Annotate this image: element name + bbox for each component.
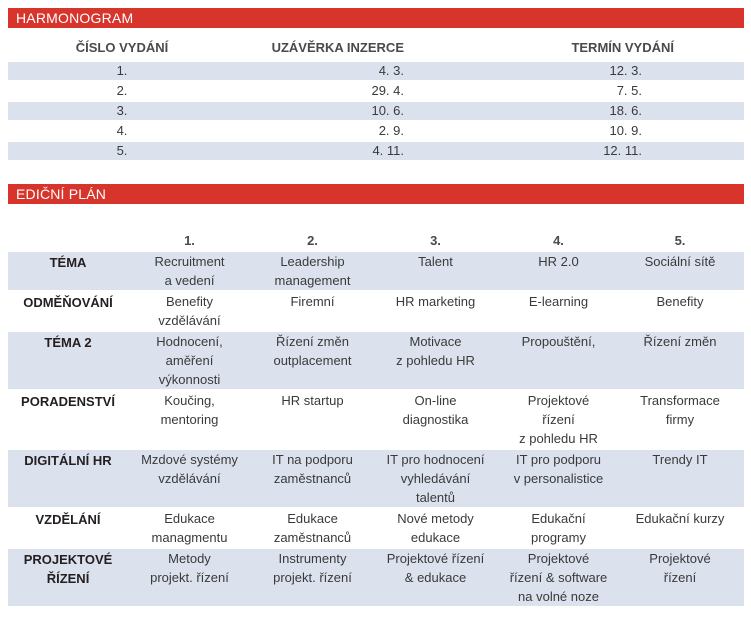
plan-cell: On-line diagnostika [402, 393, 469, 427]
cell-uzaverka: 4. 11. [372, 143, 404, 158]
plan-header-blank [8, 232, 128, 250]
plan-cell: Sociální sítě [644, 254, 716, 269]
cell-cislo: 4. [116, 123, 128, 138]
plan-cell: Edukační kurzy [635, 511, 725, 526]
plan-cell: Edukace managmentu [151, 511, 228, 545]
plan-row: TÉMA 2 Hodnocení, aměření výkonnosti Řízen… [8, 332, 744, 389]
plan-row-label: PROJEKTOVÉ ŘÍZENÍ [23, 552, 113, 586]
harmonogram-row: 1. 4. 3. 12. 3. [8, 62, 744, 80]
header-uzaverka-inzerce: UZÁVĚRKA INZERCE [271, 40, 404, 55]
plan-row-label: PORADENSTVÍ [21, 394, 115, 409]
plan-cell: HR startup [281, 393, 344, 408]
plan-cell: Edukační programy [531, 511, 586, 545]
harmonogram-row: 5. 4. 11. 12. 11. [8, 142, 744, 160]
plan-cell: Edukace zaměstnanců [273, 511, 352, 545]
plan-cell: Talent [418, 254, 453, 269]
harmonogram-title: HARMONOGRAM [8, 8, 744, 28]
cell-cislo: 2. [116, 83, 128, 98]
plan-cell: Motivace z pohledu HR [396, 334, 475, 368]
plan-cell: Projektové řízení & edukace [386, 551, 485, 585]
plan-cell: Projektové řízení [649, 551, 711, 585]
cell-termin: 12. 11. [603, 143, 642, 158]
cell-cislo: 1. [116, 63, 128, 78]
plan-row-label: TÉMA 2 [44, 335, 92, 350]
harmonogram-table: ČÍSLO VYDÁNÍ UZÁVĚRKA INZERCE TERMÍN VYD… [8, 36, 744, 160]
plan-header-3: 3. [430, 233, 441, 248]
plan-cell: E-learning [528, 294, 589, 309]
plan-cell: Projektové řízení z pohledu HR [519, 393, 598, 446]
harmonogram-row: 4. 2. 9. 10. 9. [8, 122, 744, 140]
plan-cell: HR 2.0 [538, 254, 579, 269]
plan-header-4: 4. [553, 233, 564, 248]
cell-cislo: 3. [116, 103, 128, 118]
plan-cell: Metody projekt. řízení [150, 551, 229, 585]
plan-cell: Řízení změn outplacement [273, 334, 352, 368]
plan-header-2: 2. [307, 233, 318, 248]
cell-termin: 18. 6. [609, 103, 642, 118]
plan-row: PORADENSTVÍ Koučing, mentoring HR startup O… [8, 391, 744, 448]
harmonogram-row: 2. 29. 4. 7. 5. [8, 82, 744, 100]
plan-header-5: 5. [674, 233, 686, 248]
plan-cell: IT na podporu zaměstnanců [272, 452, 353, 486]
plan-cell: Benefity [656, 294, 704, 309]
plan-cell: Benefity vzdělávání [158, 294, 221, 328]
plan-cell: Hodnocení, aměření výkonnosti [156, 334, 223, 387]
cell-uzaverka: 2. 9. [378, 123, 404, 138]
cell-termin: 10. 9. [609, 123, 642, 138]
plan-cell: Řízení změn [643, 334, 717, 349]
edicni-plan-title: EDIČNÍ PLÁN [8, 184, 744, 204]
cell-uzaverka: 29. 4. [371, 83, 404, 98]
plan-cell: Trendy IT [652, 452, 708, 467]
harmonogram-header-row: ČÍSLO VYDÁNÍ UZÁVĚRKA INZERCE TERMÍN VYD… [8, 36, 744, 60]
plan-cell: Transformace firmy [640, 393, 720, 427]
plan-cell: IT pro podporu v personalistice [513, 452, 604, 486]
plan-cell: Koučing, mentoring [160, 393, 219, 427]
plan-cell: Propouštění, [521, 334, 596, 349]
edicni-plan-table: 1. 2. 3. 4. 5. TÉMA Recruitment a vedení L… [8, 232, 744, 606]
header-cislo-vydani: ČÍSLO VYDÁNÍ [75, 40, 169, 55]
plan-row: PROJEKTOVÉ ŘÍZENÍ Metody projekt. řízení I… [8, 549, 744, 606]
plan-cell: Recruitment a vedení [154, 254, 225, 288]
plan-row-label: VZDĚLÁNÍ [35, 512, 101, 527]
plan-cell: Leadership management [274, 254, 351, 288]
plan-cell: HR marketing [395, 294, 476, 309]
plan-row: TÉMA Recruitment a vedení Leadership manag… [8, 252, 744, 290]
cell-termin: 12. 3. [609, 63, 642, 78]
plan-row: VZDĚLÁNÍ Edukace managmentu Edukace zaměst… [8, 509, 744, 547]
header-termin-vydani: TERMÍN VYDÁNÍ [571, 40, 674, 55]
cell-uzaverka: 4. 3. [378, 63, 404, 78]
plan-cell: Projektové řízení & software na volné no… [509, 551, 608, 604]
cell-uzaverka: 10. 6. [371, 103, 404, 118]
plan-cell: Nové metody edukace [397, 511, 474, 545]
plan-row-label: TÉMA [49, 255, 87, 270]
plan-cell: IT pro hodnocení vyhledávání talentů [386, 452, 485, 505]
plan-header-row: 1. 2. 3. 4. 5. [8, 232, 744, 250]
plan-cell: Firemní [290, 294, 335, 309]
harmonogram-row: 3. 10. 6. 18. 6. [8, 102, 744, 120]
plan-header-1: 1. [184, 233, 195, 248]
cell-termin: 7. 5. [616, 83, 642, 98]
cell-cislo: 5. [116, 143, 128, 158]
plan-row-label: ODMĚŇOVÁNÍ [23, 295, 113, 310]
plan-cell: Instrumenty projekt. řízení [273, 551, 352, 585]
plan-cell: Mzdové systémy vzdělávání [141, 452, 238, 486]
plan-row: DIGITÁLNÍ HR Mzdové systémy vzdělávání IT … [8, 450, 744, 507]
plan-row: ODMĚŇOVÁNÍ Benefity vzdělávání Firemní HR m… [8, 292, 744, 330]
plan-row-label: DIGITÁLNÍ HR [24, 453, 112, 468]
